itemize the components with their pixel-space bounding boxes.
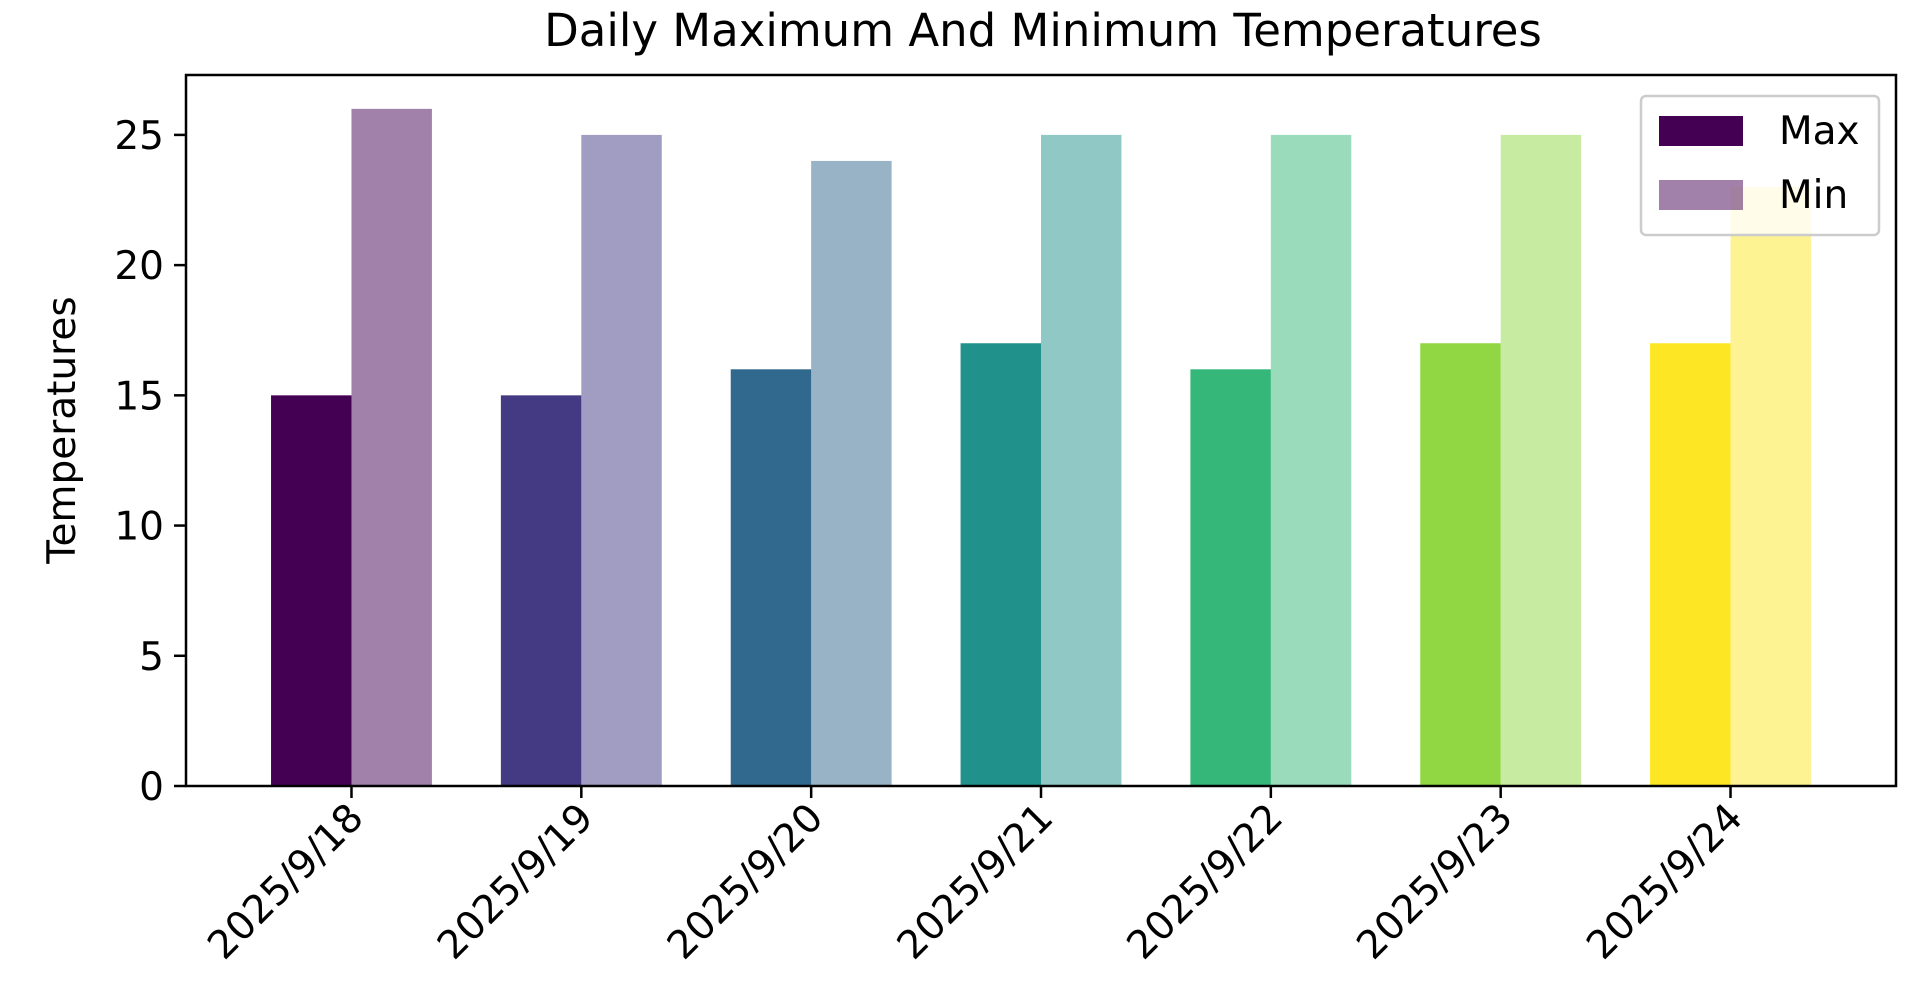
y-tick-label-3: 15 bbox=[114, 374, 164, 419]
y-tick-label-5: 25 bbox=[114, 114, 164, 159]
y-tick-label-0: 0 bbox=[139, 765, 164, 810]
bar-min-3 bbox=[1041, 134, 1122, 786]
bars-layer bbox=[271, 108, 1811, 787]
bar-min-0 bbox=[351, 108, 432, 787]
x-tick-label-6: 2025/9/24 bbox=[1578, 795, 1751, 968]
x-tick-label-1: 2025/9/19 bbox=[429, 795, 602, 968]
legend-swatch-max bbox=[1659, 116, 1743, 146]
x-tick-label-3: 2025/9/21 bbox=[889, 795, 1062, 968]
bar-max-3 bbox=[960, 343, 1041, 786]
bar-max-0 bbox=[271, 395, 352, 786]
y-axis-label: Temperatures bbox=[40, 296, 85, 564]
bar-min-6 bbox=[1730, 186, 1811, 787]
legend: Max Min bbox=[1639, 94, 1881, 237]
x-tick-label-4: 2025/9/22 bbox=[1119, 795, 1292, 968]
bar-max-1 bbox=[500, 395, 582, 786]
chart-title: Daily Maximum And Minimum Temperatures bbox=[544, 4, 1542, 57]
bar-max-4 bbox=[1190, 369, 1271, 786]
bar-min-1 bbox=[581, 134, 662, 786]
y-axis-ticks: 0 5 10 15 20 25 bbox=[114, 114, 186, 810]
bar-min-4 bbox=[1270, 134, 1352, 786]
y-tick-label-1: 5 bbox=[139, 635, 164, 680]
y-tick-label-4: 20 bbox=[114, 244, 164, 289]
plot-frame bbox=[184, 73, 1898, 788]
x-tick-label-2: 2025/9/20 bbox=[659, 795, 832, 968]
legend-swatch-min bbox=[1659, 180, 1743, 210]
bar-max-2 bbox=[730, 369, 812, 786]
y-tick-label-2: 10 bbox=[114, 505, 164, 550]
bar-min-2 bbox=[811, 160, 892, 786]
x-axis-ticks: 2025/9/18 2025/9/19 2025/9/20 2025/9/21 2025… bbox=[199, 786, 1752, 968]
x-tick-label-0: 2025/9/18 bbox=[199, 795, 372, 968]
bar-max-6 bbox=[1650, 343, 1731, 786]
x-tick-label-5: 2025/9/23 bbox=[1349, 795, 1522, 968]
bar-max-5 bbox=[1420, 343, 1501, 786]
legend-label-min: Min bbox=[1779, 173, 1848, 218]
bar-min-5 bbox=[1500, 134, 1582, 786]
legend-label-max: Max bbox=[1779, 109, 1860, 154]
